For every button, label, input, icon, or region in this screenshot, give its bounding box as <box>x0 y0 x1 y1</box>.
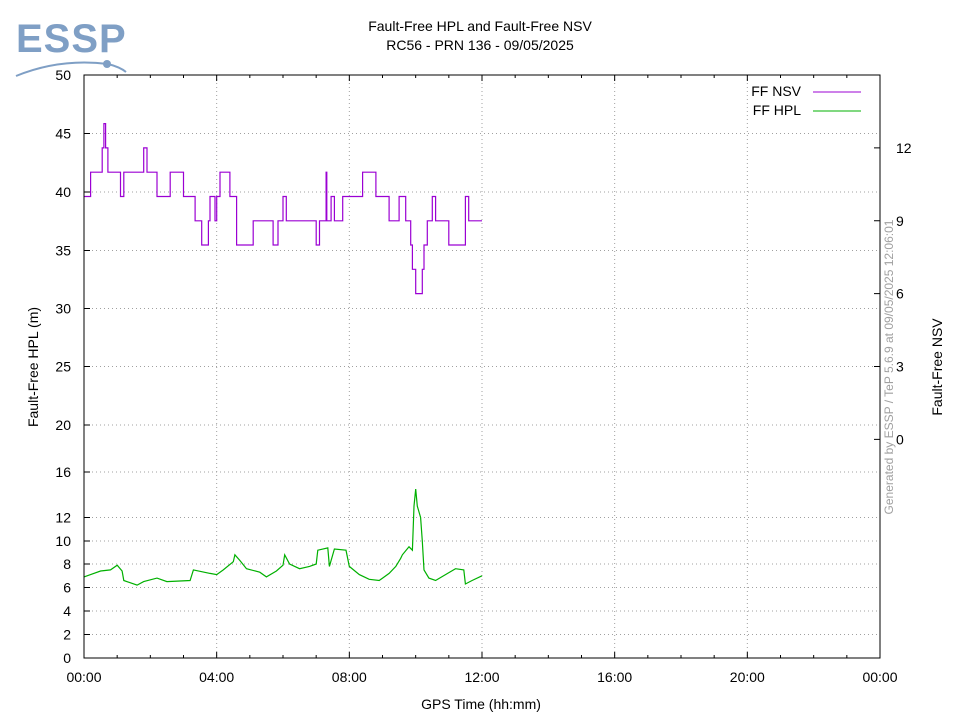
y2-tick-label: 0 <box>896 431 904 447</box>
y-tick-label: 40 <box>55 184 71 200</box>
x-tick-label: 04:00 <box>199 669 234 685</box>
series-layer <box>83 123 483 586</box>
legend-label-ff-nsv: FF NSV <box>751 83 801 99</box>
chart-title: Fault-Free HPL and Fault-Free NSV <box>368 18 592 34</box>
y-tick-label: 20 <box>55 417 71 433</box>
y-tick-label: 35 <box>55 243 71 259</box>
essp-logo: ESSP <box>15 17 127 77</box>
credit-text: Generated by ESSP / TeP 5.6.9 at 09/05/2… <box>882 219 896 514</box>
y-tick-label: 8 <box>63 556 71 572</box>
legend-label-ff-hpl: FF HPL <box>753 102 801 118</box>
chart-subtitle: RC56 - PRN 136 - 09/05/2025 <box>386 37 574 53</box>
y-axis-label: Fault-Free HPL (m) <box>25 307 41 427</box>
y-tick-label: 0 <box>63 650 71 666</box>
x-tick-label: 00:00 <box>66 669 101 685</box>
x-tick-label: 20:00 <box>730 669 765 685</box>
y-tick-label: 30 <box>55 301 71 317</box>
logo-dot <box>103 60 111 68</box>
y-tick-label: 6 <box>63 580 71 596</box>
x-tick-label: 12:00 <box>464 669 499 685</box>
x-tick-label: 00:00 <box>862 669 897 685</box>
y-tick-label: 45 <box>55 126 71 142</box>
y-tick-label: 16 <box>55 464 71 480</box>
x-tick-label: 08:00 <box>332 669 367 685</box>
y2-tick-label: 12 <box>896 140 912 156</box>
y-tick-label: 4 <box>63 603 71 619</box>
y-tick-label: 2 <box>63 627 71 643</box>
y2-tick-label: 3 <box>896 359 904 375</box>
x-tick-label: 16:00 <box>597 669 632 685</box>
series-ff-nsv-line <box>84 123 482 295</box>
logo-text: ESSP <box>16 17 127 61</box>
y2-axis-label: Fault-Free NSV <box>929 318 945 416</box>
grid <box>84 75 880 658</box>
y2-tick-label: 9 <box>896 213 904 229</box>
y2-tick-label: 6 <box>896 286 904 302</box>
y-tick-label: 10 <box>55 533 71 549</box>
series-ff-hpl-line <box>83 489 483 586</box>
y-tick-label: 12 <box>55 510 71 526</box>
ticks: 0 2 4 6 8 10 12 16 20 25 30 35 40 45 50 0 3 6 9 12 00:00 04:0… <box>55 67 911 685</box>
y-tick-label: 50 <box>55 67 71 83</box>
legend: FF NSV FF HPL <box>751 83 861 118</box>
x-axis-label: GPS Time (hh:mm) <box>421 696 541 712</box>
y-tick-label: 25 <box>55 359 71 375</box>
